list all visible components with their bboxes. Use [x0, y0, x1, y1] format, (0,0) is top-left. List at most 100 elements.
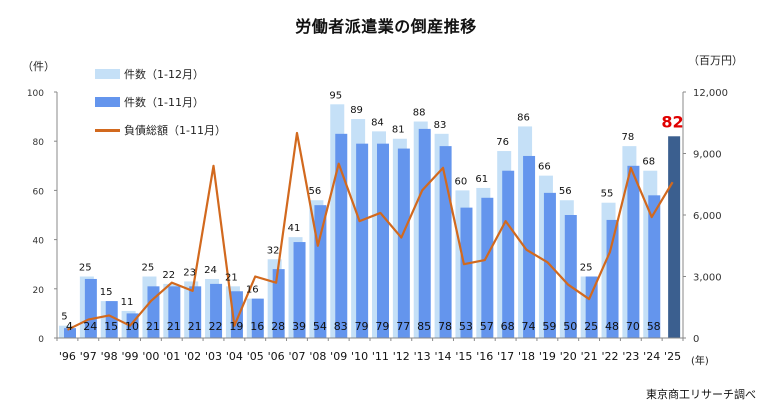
label-total: 88 [413, 108, 426, 119]
label-total: 89 [350, 105, 363, 116]
bar-partial [189, 286, 202, 338]
right-tick-label: 6,000 [693, 211, 722, 222]
chart-title: 労働者派遣業の倒産推移 [295, 17, 477, 36]
label-partial: 77 [396, 320, 410, 333]
label-total: 5 [61, 312, 67, 323]
bar-partial [168, 286, 181, 338]
bar-partial [272, 269, 285, 338]
bar-partial [481, 197, 494, 338]
x-tick-label: '01 [163, 350, 180, 363]
bar-partial [84, 278, 97, 338]
label-total: 15 [100, 287, 113, 298]
x-tick-label: '04 [226, 350, 243, 363]
left-tick-label: 0 [38, 335, 44, 345]
legend-swatch-light-bar [95, 69, 120, 79]
label-total: 78 [621, 132, 634, 143]
bar-partial [356, 143, 369, 338]
x-tick-label: '23 [622, 350, 639, 363]
label-partial: 4 [66, 320, 73, 333]
label-partial: 48 [605, 320, 619, 333]
label-partial: 22 [209, 320, 223, 333]
bar-partial [293, 242, 306, 338]
label-partial: 53 [459, 320, 473, 333]
label-total: 22 [162, 270, 175, 281]
label-partial: 78 [438, 320, 452, 333]
right-axis-unit: （百万円） [688, 54, 743, 67]
x-tick-label: '08 [309, 350, 326, 363]
bar-partial [585, 276, 598, 338]
bar-partial [210, 283, 223, 338]
bar-partial [418, 128, 431, 338]
label-partial: 28 [271, 320, 285, 333]
legend-swatch-blue-bar [95, 97, 120, 107]
legend-item-debt: 負債総額（1-11月） [95, 116, 226, 144]
left-tick-label: 40 [33, 237, 45, 247]
label-partial: 79 [355, 320, 369, 333]
label-partial: 10 [125, 320, 139, 333]
right-tick-label: 0 [693, 334, 699, 345]
bar-partial [648, 195, 661, 338]
label-partial: 57 [480, 320, 494, 333]
source-note: 東京商工リサーチ調べ [646, 388, 756, 401]
x-tick-label: '15 [455, 350, 472, 363]
right-tick-label: 9,000 [693, 150, 722, 161]
label-total: 56 [559, 186, 572, 197]
x-tick-label: '17 [497, 350, 514, 363]
x-tick-label: '21 [581, 350, 598, 363]
bar-partial [314, 205, 327, 338]
label-total: 11 [121, 297, 134, 308]
label-partial: 21 [167, 320, 181, 333]
label-total: 41 [288, 223, 301, 234]
right-tick-label: 12,000 [693, 88, 728, 99]
label-total: 95 [329, 90, 342, 101]
x-tick-label: '12 [393, 350, 410, 363]
label-partial: 21 [188, 320, 202, 333]
x-tick-label: '22 [601, 350, 618, 363]
label-partial: 70 [626, 320, 640, 333]
label-partial: 21 [146, 320, 160, 333]
label-partial: 83 [334, 320, 348, 333]
x-tick-label: '05 [247, 350, 264, 363]
label-total: 21 [225, 272, 238, 283]
x-tick-label: '00 [142, 350, 159, 363]
x-tick-label: '09 [330, 350, 347, 363]
legend-item-total: 件数（1-12月） [95, 60, 226, 88]
bar-partial [105, 301, 118, 338]
label-total: 83 [434, 120, 447, 131]
label-partial: 19 [229, 320, 243, 333]
x-tick-label: '10 [351, 350, 368, 363]
bar-partial [627, 165, 640, 338]
label-total: 84 [371, 117, 384, 128]
label-total: 56 [308, 186, 321, 197]
legend-label: 負債総額（1-11月） [124, 124, 226, 137]
label-partial: 79 [375, 320, 389, 333]
legend-item-partial: 件数（1-11月） [95, 88, 226, 116]
bar-partial [377, 143, 389, 338]
label-total: 86 [517, 112, 530, 123]
left-axis-unit: （件） [22, 60, 55, 73]
label-total: 24 [204, 265, 217, 276]
x-tick-label: '13 [414, 350, 431, 363]
left-tick-label: 20 [33, 286, 45, 296]
label-total: 25 [142, 263, 155, 274]
label-total: 25 [580, 263, 593, 274]
label-partial: 74 [522, 320, 536, 333]
label-total: 61 [475, 174, 488, 185]
x-tick-label: '16 [476, 350, 493, 363]
x-tick-label: '98 [101, 350, 118, 363]
x-tick-label: '19 [539, 350, 556, 363]
label-partial: 25 [584, 320, 598, 333]
legend-label: 件数（1-11月） [124, 96, 204, 109]
x-tick-label: '11 [372, 350, 389, 363]
label-partial: 85 [417, 320, 431, 333]
bar-partial [523, 155, 536, 338]
bar-partial [564, 215, 577, 338]
legend: 件数（1-12月） 件数（1-11月） 負債総額（1-11月） [95, 60, 226, 144]
right-tick-label: 3,000 [693, 273, 722, 284]
bar-partial [502, 170, 515, 338]
label-total: 16 [246, 285, 259, 296]
label-total: 23 [183, 267, 196, 278]
bar-partial [460, 207, 473, 338]
label-total: 60 [455, 176, 468, 187]
